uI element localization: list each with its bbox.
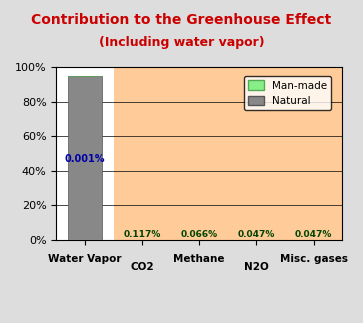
Bar bbox=[68, 76, 102, 240]
Text: Water Vapor: Water Vapor bbox=[48, 254, 122, 264]
Text: 0.117%: 0.117% bbox=[123, 230, 161, 239]
Text: Misc. gases: Misc. gases bbox=[280, 254, 347, 264]
Text: 0.066%: 0.066% bbox=[181, 230, 218, 239]
Text: N2O: N2O bbox=[244, 262, 269, 272]
Bar bbox=[56, 68, 114, 240]
Text: CO2: CO2 bbox=[130, 262, 154, 272]
Text: (Including water vapor): (Including water vapor) bbox=[99, 36, 264, 48]
Text: Contribution to the Greenhouse Effect: Contribution to the Greenhouse Effect bbox=[31, 13, 332, 27]
Text: 0.001%: 0.001% bbox=[65, 154, 105, 164]
Text: 0.047%: 0.047% bbox=[295, 230, 332, 239]
Text: Methane: Methane bbox=[174, 254, 225, 264]
Legend: Man-made, Natural: Man-made, Natural bbox=[244, 76, 331, 110]
Text: 0.047%: 0.047% bbox=[238, 230, 275, 239]
